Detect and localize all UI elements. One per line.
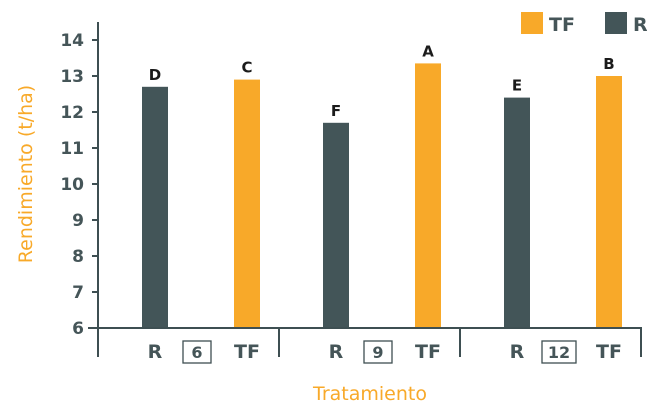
legend-swatch-R [605, 12, 627, 34]
y-tick-label: 6 [72, 319, 84, 339]
legend-label: TF [549, 14, 575, 36]
y-tick-label: 13 [60, 67, 84, 87]
bar-significance-label: A [422, 42, 434, 60]
x-category-label: R [510, 341, 525, 363]
x-category-label: R [148, 341, 163, 363]
x-category-label: TF [596, 341, 622, 363]
bar-significance-label: B [603, 55, 614, 73]
group-name-label: 6 [191, 343, 202, 362]
x-category-label: R [329, 341, 344, 363]
y-tick-label: 14 [60, 31, 84, 51]
y-tick-label: 7 [72, 283, 84, 303]
legend-label: R [633, 14, 647, 36]
legend-swatch-TF [521, 12, 543, 34]
y-tick-label: 12 [60, 103, 84, 123]
bars: D C F A E B [142, 42, 622, 329]
bar-significance-label: D [149, 66, 161, 84]
group-name-box [182, 340, 212, 364]
bar-significance-label: F [331, 102, 341, 120]
bar-TF-9 [415, 63, 441, 329]
y-axis: 6 7 8 9 10 11 12 13 14 [60, 22, 99, 339]
y-axis-label: Rendimiento (t/ha) [15, 85, 37, 263]
bar-R-9 [323, 122, 349, 328]
group-name-label: 9 [372, 343, 383, 362]
y-tick-label: 9 [72, 211, 84, 231]
x-category-label: TF [234, 341, 260, 363]
group-name-box [363, 340, 393, 364]
y-tick-label: 11 [60, 139, 84, 159]
group-name-box [541, 340, 577, 364]
x-axis: R TF 6 R TF 9 R TF 12 [88, 327, 642, 364]
y-tick-label: 10 [60, 175, 84, 195]
bar-R-12 [504, 97, 530, 328]
x-axis-label: Tratamiento [312, 383, 427, 403]
x-category-label: TF [415, 341, 441, 363]
legend: TF R [521, 12, 647, 36]
group-name-label: 12 [548, 343, 570, 362]
bar-TF-6 [234, 79, 260, 328]
bar-significance-label: E [512, 77, 522, 95]
bar-significance-label: C [241, 59, 252, 77]
y-tick-label: 8 [72, 247, 84, 267]
bar-R-6 [142, 86, 168, 328]
bar-TF-12 [596, 76, 622, 328]
